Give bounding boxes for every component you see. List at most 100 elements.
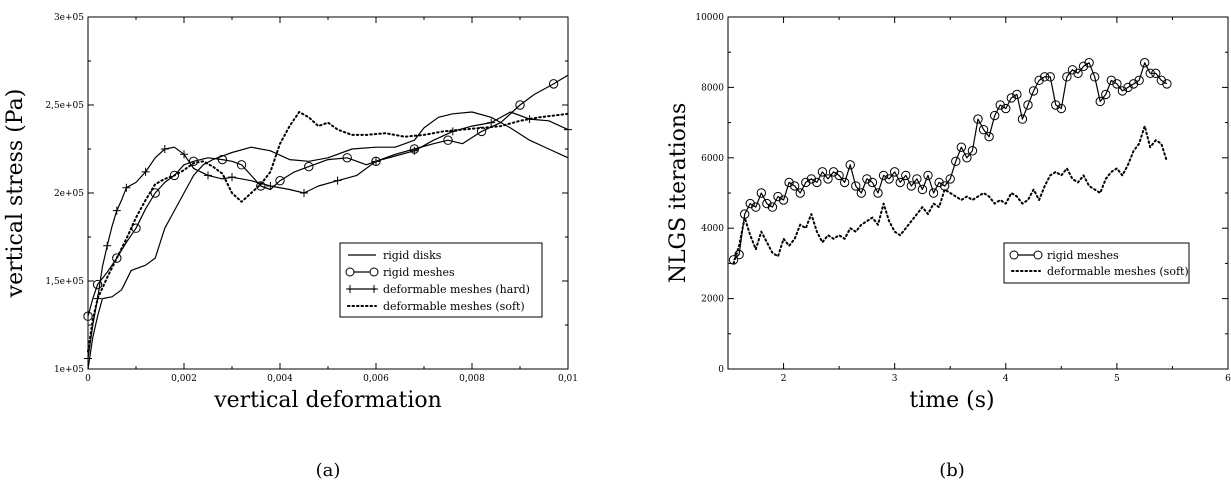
a-point-deformable-meshes-hard- xyxy=(122,183,131,192)
b-point-rigid-meshes xyxy=(778,195,789,205)
b-point-rigid-meshes xyxy=(873,188,883,198)
a-point-deformable-meshes-hard- xyxy=(141,167,150,176)
b-point-rigid-meshes xyxy=(1145,68,1155,79)
a-point-rigid-meshes xyxy=(304,161,314,172)
b-ytick-label: 0 xyxy=(718,365,724,375)
b-point-rigid-meshes xyxy=(828,167,839,177)
b-legend-marker-rigid-meshes xyxy=(1009,250,1019,260)
a-legend-label-deformable-meshes-soft-: deformable meshes (soft) xyxy=(383,300,525,313)
b-xtick-label: 6 xyxy=(1225,374,1231,384)
b-point-rigid-meshes xyxy=(1034,75,1044,86)
b-point-rigid-meshes xyxy=(1139,58,1150,68)
b-point-rigid-meshes xyxy=(812,177,822,188)
a-xtick-label: 0,002 xyxy=(171,374,197,384)
a-legend-marker-rigid-meshes xyxy=(369,267,379,277)
a-point-deformable-meshes-hard- xyxy=(84,354,92,363)
b-point-rigid-meshes xyxy=(878,170,889,181)
b-point-rigid-meshes xyxy=(801,177,811,188)
b-series-deformable-meshes-soft- xyxy=(732,125,1168,265)
b-point-rigid-meshes xyxy=(917,184,928,195)
b-ytick-label: 8000 xyxy=(701,83,724,93)
b-point-rigid-meshes xyxy=(1067,65,1078,75)
b-point-rigid-meshes xyxy=(1012,89,1022,100)
b-point-rigid-meshes xyxy=(817,167,828,177)
a-legend-marker-rigid-meshes xyxy=(345,267,355,277)
a-point-rigid-meshes xyxy=(169,170,180,181)
a-point-deformable-meshes-hard- xyxy=(180,150,188,159)
a-legend-label-rigid-meshes: rigid meshes xyxy=(383,266,455,279)
a-point-deformable-meshes-hard- xyxy=(410,146,419,155)
a-xtick-label: 0,004 xyxy=(267,374,293,384)
b-point-rigid-meshes xyxy=(934,177,944,188)
b-point-rigid-meshes xyxy=(845,160,855,170)
b-legend-box xyxy=(1003,242,1190,284)
b-xtick-label: 5 xyxy=(1114,374,1120,384)
a-series-rigid-disks xyxy=(87,111,569,370)
b-ytick-label: 2000 xyxy=(701,295,724,305)
b-point-rigid-meshes xyxy=(967,146,978,156)
a-point-rigid-meshes xyxy=(217,154,228,165)
b-point-rigid-meshes xyxy=(928,188,939,198)
a-xtick-label: 0,008 xyxy=(459,374,485,384)
b-point-rigid-meshes xyxy=(806,174,817,184)
a-legend-marker-deformable-meshes-hard- xyxy=(370,285,378,293)
b-legend-marker-rigid-meshes xyxy=(1033,250,1043,260)
b-point-rigid-meshes xyxy=(901,170,911,181)
b-point-rigid-meshes xyxy=(884,174,894,184)
a-point-deformable-meshes-hard- xyxy=(372,157,380,166)
b-point-rigid-meshes xyxy=(1112,79,1122,89)
b-point-rigid-meshes xyxy=(951,156,961,167)
a-point-rigid-meshes xyxy=(92,279,103,290)
a-point-deformable-meshes-hard- xyxy=(333,176,342,185)
panel-a: 0 0,002 0,004 0,006 0,008 0,01 1e+05 1,5e+05 2e+… xyxy=(3,13,578,481)
a-point-rigid-meshes xyxy=(236,160,247,170)
b-point-rigid-meshes xyxy=(1117,86,1128,96)
b-point-rigid-meshes xyxy=(839,177,850,188)
b-series-rigid-meshes xyxy=(733,62,1168,261)
b-point-rigid-meshes xyxy=(862,174,872,184)
b-point-rigid-meshes xyxy=(1101,89,1111,100)
b-point-rigid-meshes xyxy=(784,177,794,188)
a-legend: rigid disks rigid meshes deformable meshes… xyxy=(339,242,543,318)
panel-b: 2 3 4 5 6 0 2000 4000 6000 8000 10000 time (s) NLG… xyxy=(666,13,1231,481)
a-series-deformable-meshes-soft- xyxy=(87,111,569,353)
b-point-rigid-meshes xyxy=(762,198,772,209)
a-point-deformable-meshes-hard- xyxy=(204,171,212,180)
a-point-rigid-meshes xyxy=(256,181,266,191)
a-legend-marker-deformable-meshes-hard- xyxy=(346,285,354,293)
a-series-rigid-meshes xyxy=(87,74,569,317)
a-ytick-label: 2e+05 xyxy=(54,189,84,199)
b-point-rigid-meshes xyxy=(734,249,744,260)
b-point-rigid-meshes xyxy=(1062,72,1072,82)
b-point-rigid-meshes xyxy=(1095,96,1105,107)
a-point-rigid-meshes xyxy=(548,79,559,89)
a-ytick-label: 3e+05 xyxy=(54,13,84,23)
b-point-rigid-meshes xyxy=(889,167,900,177)
b-point-rigid-meshes xyxy=(1084,58,1094,68)
b-point-rigid-meshes xyxy=(1017,114,1028,124)
b-xtick-label: 3 xyxy=(892,374,898,384)
a-point-rigid-meshes xyxy=(112,253,122,263)
a-point-deformable-meshes-hard- xyxy=(228,173,236,182)
b-point-rigid-meshes xyxy=(795,188,805,198)
b-point-rigid-meshes xyxy=(1123,82,1133,93)
b-point-rigid-meshes xyxy=(856,188,867,198)
b-point-rigid-meshes xyxy=(1056,103,1067,114)
b-legend: rigid meshes deformable meshes (soft) xyxy=(1003,242,1190,284)
b-point-rigid-meshes xyxy=(756,188,767,198)
b-point-rigid-meshes xyxy=(1134,75,1144,86)
a-point-rigid-meshes xyxy=(342,153,352,163)
b-point-rigid-meshes xyxy=(789,181,800,191)
a-legend-label-deformable-meshes-hard-: deformable meshes (hard) xyxy=(383,283,530,296)
b-point-rigid-meshes xyxy=(984,131,994,142)
b-point-rigid-meshes xyxy=(973,114,983,124)
b-ticks: 2 3 4 5 6 0 2000 4000 6000 8000 10000 xyxy=(695,13,1231,384)
a-ytick-label: 2,5e+05 xyxy=(45,101,84,111)
b-point-rigid-meshes xyxy=(945,174,955,184)
b-point-rigid-meshes xyxy=(834,170,844,181)
a-xlabel: vertical deformation xyxy=(213,388,442,413)
b-point-rigid-meshes xyxy=(773,191,783,202)
b-point-rigid-meshes xyxy=(767,202,778,212)
b-point-rigid-meshes xyxy=(1156,75,1167,86)
